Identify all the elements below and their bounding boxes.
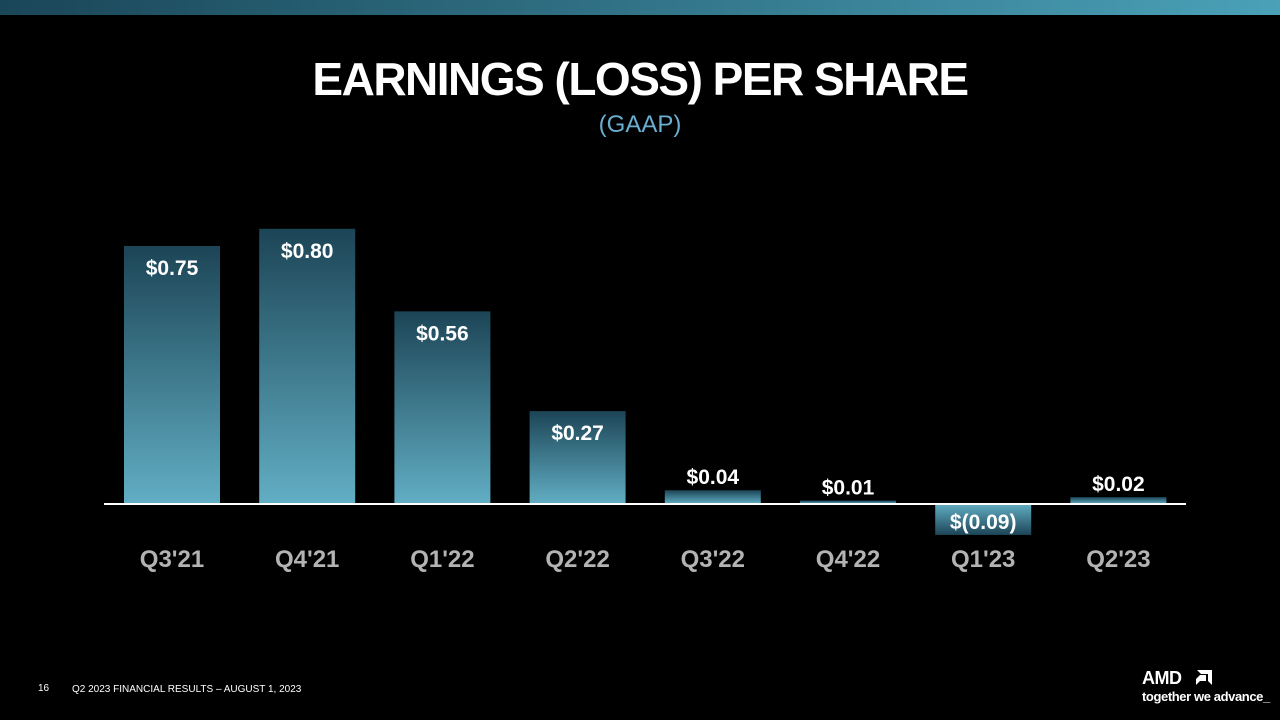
value-label: $(0.09) [950,511,1017,534]
value-label: $0.02 [1092,473,1145,496]
category-label: Q4'22 [816,546,880,573]
logo-wordmark: AMD [1142,668,1182,688]
value-label: $0.80 [281,240,334,263]
bar-Q4'22 [800,500,896,504]
chart-subtitle: (GAAP) [598,111,682,138]
bar-Q2'22 [529,411,626,504]
bar-Q1'23 [935,504,1032,535]
amd-logo: AMD together we advance_ [1142,668,1272,708]
category-label: Q1'23 [951,546,1015,573]
value-label: $0.56 [416,322,469,345]
category-label: Q4'21 [275,546,339,573]
category-label: Q3'22 [681,546,745,573]
value-label: $0.75 [146,257,199,280]
bar-Q4'21 [259,228,356,505]
bar-Q3'22 [664,490,761,504]
category-label: Q2'23 [1086,546,1150,573]
value-label: $0.01 [822,477,875,500]
bar-Q2'23 [1070,497,1167,504]
footer-text: Q2 2023 FINANCIAL RESULTS – AUGUST 1, 20… [72,684,302,695]
logo-tagline: together we advance_ [1142,689,1270,704]
amd-arrow-icon [1196,670,1212,685]
category-label: Q3'21 [140,546,204,573]
chart-title: EARNINGS (LOSS) PER SHARE [312,53,969,105]
category-label: Q1'22 [410,546,474,573]
category-label: Q2'22 [545,546,609,573]
bar-Q1'22 [394,311,491,504]
page-number: 16 [38,683,50,694]
value-label: $0.04 [687,466,740,489]
bar-Q3'21 [124,246,220,504]
top-band [0,0,1280,15]
value-label: $0.27 [551,422,604,445]
